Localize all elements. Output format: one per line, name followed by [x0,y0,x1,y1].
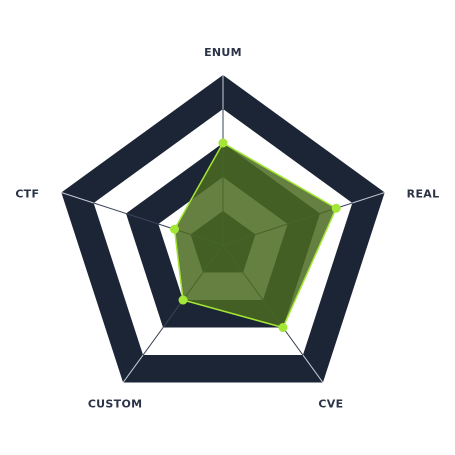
radar-series-area-0 [173,142,337,329]
radar-point-real [331,203,341,213]
radar-series [173,142,337,329]
axis-label-ctf: CTF [15,187,39,200]
radar-spoke-outer-custom [122,354,144,383]
radar-point-custom [178,295,188,305]
axis-label-custom: CUSTOM [88,398,143,411]
radar-axis-labels: ENUM REAL CVE CUSTOM CTF [15,46,439,411]
radar-spoke-outer-real [352,191,385,204]
radar-markers [170,138,341,333]
radar-point-enum [218,138,228,148]
radar-point-cve [278,323,288,333]
radar-spoke-outer-ctf [61,191,94,204]
axis-label-cve: CVE [318,398,343,411]
radar-spoke-outer-cve [302,354,324,383]
axis-label-real: REAL [407,187,440,200]
radar-point-ctf [170,224,179,234]
axis-label-enum: ENUM [204,46,242,59]
